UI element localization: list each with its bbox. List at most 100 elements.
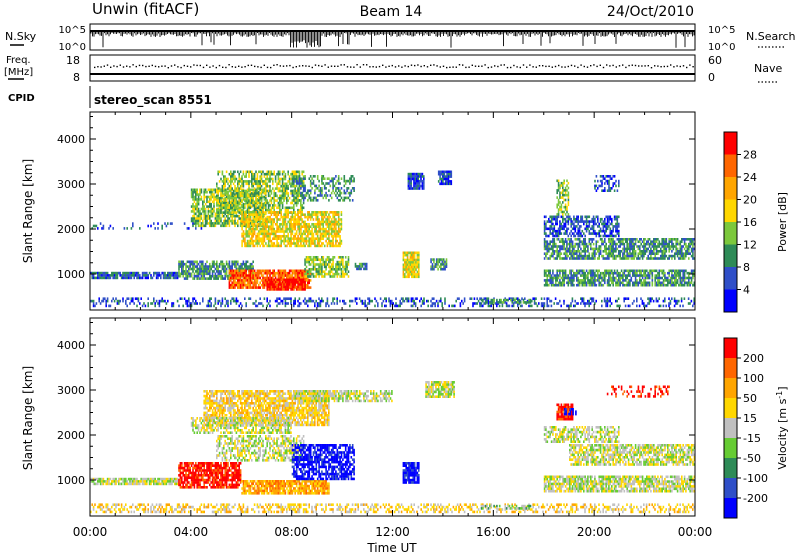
heatmap-cell bbox=[302, 180, 305, 183]
heatmap-cell bbox=[262, 269, 264, 273]
heatmap-cell bbox=[265, 189, 267, 193]
heatmap-cell bbox=[290, 232, 292, 236]
heatmap-cell bbox=[267, 280, 270, 284]
heatmap-cell bbox=[294, 285, 297, 289]
heatmap-cell bbox=[228, 267, 231, 271]
heatmap-cell bbox=[287, 276, 289, 280]
heatmap-cell bbox=[279, 201, 281, 205]
heatmap-cell bbox=[260, 239, 263, 243]
heatmap-cell bbox=[287, 194, 289, 198]
heatmap-cell bbox=[228, 222, 231, 225]
heatmap-cell bbox=[224, 182, 226, 186]
heatmap-cell bbox=[332, 275, 334, 278]
heatmap-cell bbox=[129, 271, 131, 275]
heatmap-cell bbox=[235, 206, 238, 210]
heatmap-cell bbox=[153, 271, 155, 275]
heatmap-cell bbox=[255, 211, 257, 214]
heatmap-cell bbox=[365, 304, 368, 308]
nave-dot bbox=[289, 64, 291, 67]
heatmap-cell bbox=[650, 299, 652, 303]
heatmap-cell bbox=[190, 267, 193, 271]
heatmap-cell bbox=[109, 224, 112, 228]
heatmap-cell bbox=[640, 297, 642, 300]
heatmap-cell bbox=[267, 225, 270, 228]
heatmap-cell bbox=[197, 274, 200, 278]
heatmap-cell bbox=[269, 187, 271, 190]
heatmap-cell bbox=[199, 219, 201, 223]
heatmap-cell bbox=[181, 262, 183, 266]
heatmap-cell bbox=[301, 211, 303, 214]
heatmap-cell bbox=[252, 223, 254, 226]
heatmap-cell bbox=[343, 179, 346, 183]
heatmap-cell bbox=[283, 215, 285, 219]
heatmap-cell bbox=[291, 206, 294, 210]
heatmap-cell bbox=[242, 195, 245, 199]
heatmap-cell bbox=[294, 184, 296, 188]
heatmap-cell bbox=[326, 225, 329, 228]
heatmap-cell bbox=[221, 206, 224, 210]
heatmap-cell bbox=[266, 304, 268, 308]
nave-dot bbox=[161, 65, 163, 67]
heatmap-cell bbox=[203, 265, 205, 268]
heatmap-cell bbox=[238, 187, 240, 190]
heatmap-cell bbox=[238, 192, 240, 195]
heatmap-cell bbox=[252, 269, 254, 273]
heatmap-cell bbox=[342, 256, 344, 259]
heatmap-cell bbox=[232, 208, 235, 212]
heatmap-cell bbox=[221, 184, 224, 188]
heatmap-cell bbox=[337, 244, 340, 248]
heatmap-cell bbox=[319, 191, 322, 195]
heatmap-cell bbox=[242, 198, 245, 201]
heatmap-cell bbox=[340, 191, 343, 195]
heatmap-cell bbox=[332, 177, 334, 180]
heatmap-cell bbox=[335, 237, 337, 240]
heatmap-cell bbox=[239, 281, 242, 285]
heatmap-cell bbox=[245, 242, 247, 245]
heatmap-cell bbox=[252, 230, 254, 233]
heatmap-cell bbox=[293, 278, 295, 282]
heatmap-cell bbox=[305, 270, 308, 273]
freq-strip: Freq. [MHz] 18 8 60 0 Nave bbox=[4, 54, 782, 84]
heatmap-cell bbox=[217, 214, 219, 218]
heatmap-cell bbox=[305, 191, 308, 195]
heatmap-cell bbox=[281, 177, 284, 181]
heatmap-cell bbox=[406, 273, 409, 276]
heatmap-cell bbox=[92, 271, 95, 275]
heatmap-cell bbox=[223, 219, 225, 223]
heatmap-cell bbox=[251, 271, 253, 275]
heatmap-cell bbox=[230, 299, 232, 303]
heatmap-cell bbox=[326, 244, 329, 248]
heatmap-cell bbox=[294, 302, 296, 305]
heatmap-cell bbox=[220, 272, 222, 276]
heatmap-cell bbox=[267, 244, 270, 248]
nave-dot bbox=[196, 64, 198, 67]
heatmap-cell bbox=[218, 206, 221, 210]
heatmap-cell bbox=[337, 187, 340, 190]
heatmap-cell bbox=[244, 218, 246, 221]
heatmap-cell bbox=[224, 199, 226, 202]
heatmap-cell bbox=[223, 175, 225, 178]
heatmap-cell bbox=[332, 230, 334, 233]
heatmap-cell bbox=[217, 302, 219, 305]
heatmap-cell bbox=[256, 271, 259, 275]
heatmap-cell bbox=[411, 265, 413, 269]
heatmap-cell bbox=[256, 213, 259, 216]
heatmap-cell bbox=[291, 211, 294, 214]
heatmap-cell bbox=[298, 288, 301, 291]
heatmap-cell bbox=[269, 172, 271, 176]
heatmap-cell bbox=[281, 227, 284, 231]
heatmap-cell bbox=[204, 214, 207, 218]
heatmap-cell bbox=[315, 215, 317, 219]
heatmap-cell bbox=[300, 285, 302, 289]
heatmap-cell bbox=[326, 218, 329, 221]
heatmap-cell bbox=[322, 299, 324, 303]
heatmap-cell bbox=[232, 192, 235, 195]
heatmap-cell bbox=[321, 227, 323, 231]
nave-dot bbox=[433, 64, 435, 66]
heatmap-cell bbox=[288, 274, 291, 277]
heatmap-cell bbox=[307, 281, 309, 285]
heatmap-cell bbox=[298, 177, 301, 180]
heatmap-cell bbox=[179, 272, 182, 276]
heatmap-cell bbox=[347, 256, 350, 259]
heatmap-cell bbox=[307, 211, 309, 214]
